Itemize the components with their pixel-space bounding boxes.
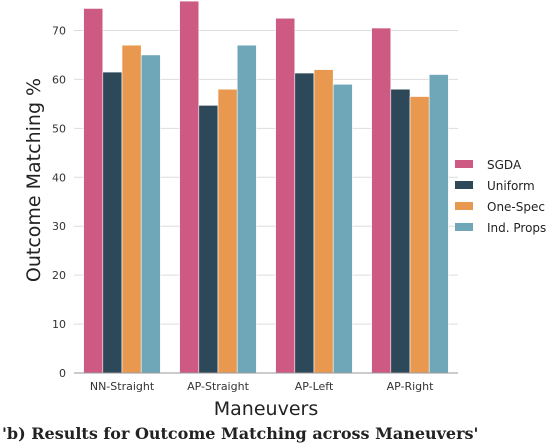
bar-chart: 0 10 20 30 40 50 60 70 NN-Straight AP-Straight AP…	[23, 0, 546, 420]
bar-one-spec-nn-straight	[121, 44, 142, 374]
bar-one-spec-ap-left	[313, 69, 334, 374]
legend-label: One-Spec	[487, 200, 545, 214]
bar-ind-props-ap-left	[332, 83, 353, 374]
bar-ind-props-ap-right	[428, 74, 449, 374]
legend-swatch	[455, 202, 473, 210]
y-tick-label: 30	[52, 220, 66, 233]
x-tick-label: AP-Right	[387, 380, 435, 393]
x-tick-label: NN-Straight	[90, 380, 155, 393]
y-tick-label: 10	[52, 318, 66, 331]
y-tick-label: 60	[52, 73, 66, 86]
legend-swatch	[455, 160, 473, 168]
legend-label: Uniform	[487, 179, 535, 193]
bar-sgda-nn-straight	[83, 8, 104, 374]
legend-label: Ind. Props	[487, 221, 546, 235]
legend-swatch	[455, 181, 473, 189]
x-axis-ticks: NN-Straight AP-Straight AP-Left AP-Right	[90, 380, 434, 393]
y-tick-label: 40	[52, 171, 66, 184]
bar-sgda-ap-left	[275, 17, 296, 374]
y-tick-label: 0	[59, 367, 66, 380]
bar-uniform-ap-straight	[198, 105, 219, 374]
legend-label: SGDA	[487, 158, 522, 172]
bar-uniform-nn-straight	[102, 71, 123, 374]
y-axis-ticks: 0 10 20 30 40 50 60 70	[52, 24, 66, 380]
x-tick-label: AP-Left	[295, 380, 334, 393]
y-tick-label: 50	[52, 122, 66, 135]
legend-swatch	[455, 223, 473, 231]
legend: SGDA Uniform One-Spec Ind. Props	[455, 158, 546, 235]
x-tick-label: AP-Straight	[187, 380, 249, 393]
bar-one-spec-ap-right	[409, 96, 430, 374]
y-axis-title: Outcome Matching %	[23, 78, 45, 282]
bar-sgda-ap-right	[371, 27, 392, 374]
bar-ind-props-ap-straight	[236, 44, 257, 374]
bar-uniform-ap-left	[294, 72, 315, 374]
x-axis-title: Maneuvers	[214, 398, 318, 420]
y-tick-label: 20	[52, 269, 66, 282]
bars	[83, 0, 449, 374]
bar-sgda-ap-straight	[179, 0, 200, 374]
bar-one-spec-ap-straight	[217, 88, 238, 374]
bar-uniform-ap-right	[390, 88, 411, 374]
bar-ind-props-nn-straight	[140, 54, 161, 374]
y-tick-label: 70	[52, 24, 66, 37]
figure-caption: 'b) Results for Outcome Matching across …	[2, 424, 479, 443]
